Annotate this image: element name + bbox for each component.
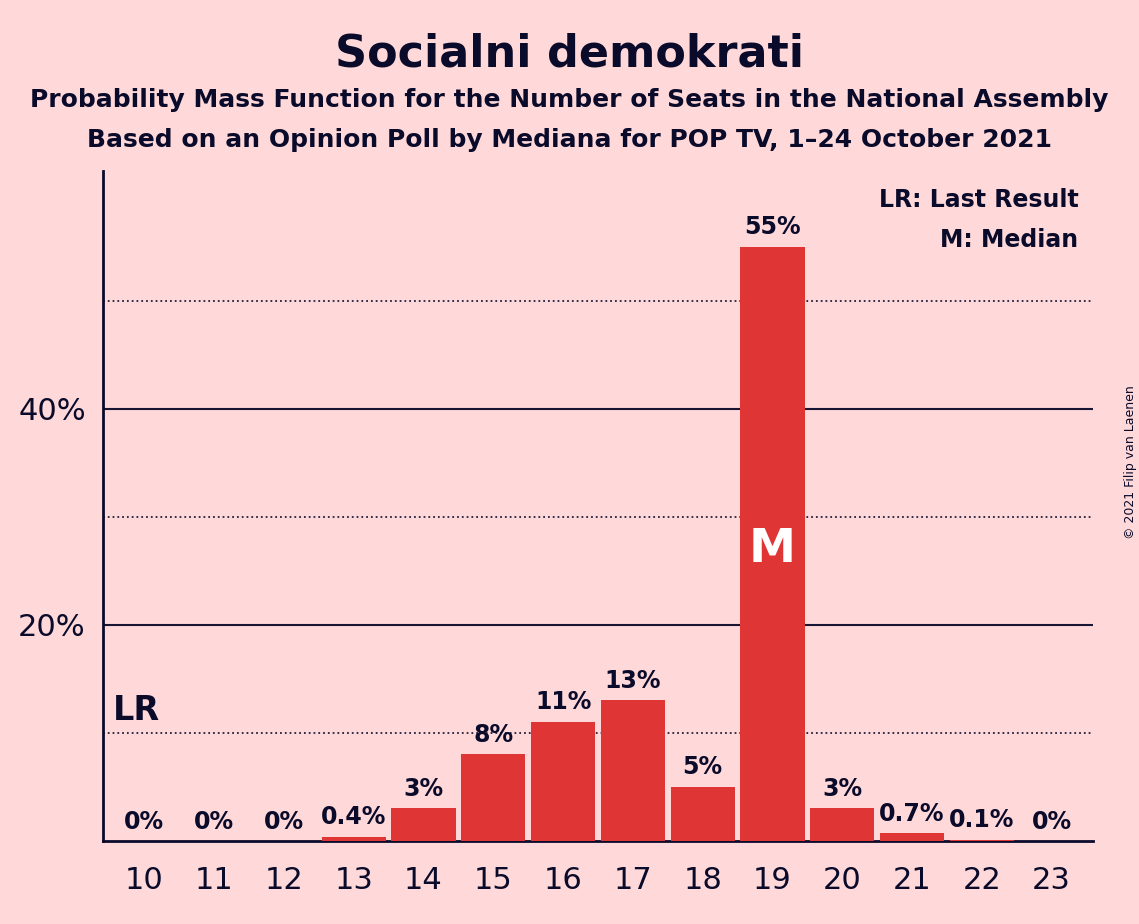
Text: Based on an Opinion Poll by Mediana for POP TV, 1–24 October 2021: Based on an Opinion Poll by Mediana for …	[87, 128, 1052, 152]
Text: 13%: 13%	[605, 669, 661, 693]
Bar	[531, 722, 596, 841]
Bar	[740, 247, 804, 841]
Bar	[600, 700, 665, 841]
Bar	[321, 836, 386, 841]
Bar	[392, 808, 456, 841]
Text: M: Median: M: Median	[941, 228, 1079, 252]
Text: 0.4%: 0.4%	[321, 805, 386, 829]
Text: 3%: 3%	[822, 777, 862, 801]
Text: M: M	[749, 527, 796, 572]
Bar	[810, 808, 875, 841]
Text: 0.1%: 0.1%	[949, 808, 1015, 833]
Text: 55%: 55%	[744, 215, 801, 239]
Text: LR: Last Result: LR: Last Result	[879, 188, 1079, 212]
Bar	[880, 833, 944, 841]
Text: 0%: 0%	[264, 810, 304, 834]
Text: Probability Mass Function for the Number of Seats in the National Assembly: Probability Mass Function for the Number…	[31, 88, 1108, 112]
Text: 0%: 0%	[194, 810, 235, 834]
Text: 8%: 8%	[473, 723, 514, 747]
Text: © 2021 Filip van Laenen: © 2021 Filip van Laenen	[1124, 385, 1137, 539]
Text: 11%: 11%	[535, 690, 591, 714]
Text: 3%: 3%	[403, 777, 443, 801]
Text: 0%: 0%	[124, 810, 164, 834]
Bar	[671, 787, 735, 841]
Text: 0%: 0%	[1032, 810, 1072, 834]
Text: Socialni demokrati: Socialni demokrati	[335, 32, 804, 76]
Bar	[950, 840, 1014, 841]
Text: LR: LR	[113, 695, 161, 727]
Bar	[461, 754, 525, 841]
Text: 5%: 5%	[682, 755, 723, 779]
Text: 0.7%: 0.7%	[879, 802, 944, 826]
